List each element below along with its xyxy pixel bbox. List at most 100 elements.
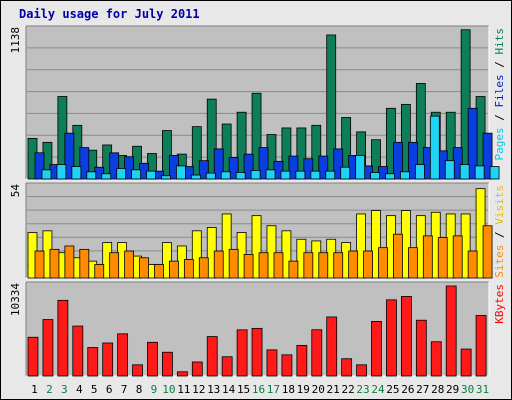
bar-sites: [363, 250, 373, 279]
bar-sites: [407, 247, 418, 279]
bar-visits: [221, 213, 232, 279]
bar-pages: [280, 170, 291, 180]
bar-files: [467, 107, 478, 180]
bar-pages: [41, 169, 52, 180]
x-tick-label: 13: [207, 383, 220, 396]
bar-sites: [467, 250, 478, 279]
bar-pages: [340, 166, 351, 180]
bar-kbytes: [296, 344, 308, 377]
bar-sites: [124, 250, 135, 279]
bar-kbytes: [475, 314, 487, 377]
bar-kbytes: [206, 336, 218, 377]
bar-pages: [56, 164, 67, 180]
x-tick-label: 17: [267, 383, 280, 396]
right-legend-label: Pages / Files / Hits: [493, 28, 506, 161]
x-tick-label: 26: [401, 383, 414, 396]
bar-kbytes: [460, 348, 472, 377]
right-legend-label: KBytes: [493, 284, 506, 324]
x-tick-label: 19: [297, 383, 310, 396]
bar-visits: [162, 242, 172, 279]
bar-pages: [295, 170, 306, 180]
panel-3: 10334 KBytes: [9, 281, 506, 377]
bar-kbytes: [371, 321, 382, 377]
bar-visits: [191, 230, 202, 279]
bar-pages: [146, 170, 156, 180]
right-legend-label: Sites / Visits: [493, 185, 506, 278]
bar-files: [393, 141, 403, 180]
bar-sites: [198, 257, 209, 279]
bar-sites: [34, 250, 45, 279]
bar-sites: [139, 257, 149, 279]
bar-pages: [161, 175, 171, 180]
legend-sites: Sites: [493, 245, 506, 278]
x-tick-label: 23: [356, 383, 369, 396]
bar-kbytes: [400, 296, 412, 377]
bar-sites: [154, 264, 164, 279]
bar-kbytes: [415, 319, 427, 377]
bar-visits: [251, 215, 262, 279]
bar-kbytes: [326, 316, 338, 377]
x-tick-label: 31: [476, 383, 489, 396]
bar-files: [482, 132, 493, 180]
bar-sites: [183, 259, 194, 279]
x-tick-label: 30: [461, 383, 474, 396]
bar-kbytes: [42, 319, 54, 377]
x-tick-label: 2: [46, 383, 53, 396]
bar-sites: [169, 260, 179, 279]
x-tick-label: 24: [371, 383, 385, 396]
legend-files: Files: [493, 74, 506, 107]
x-tick-label: 10: [162, 383, 175, 396]
x-tick-label: 3: [61, 383, 68, 396]
legend-separator: /: [493, 225, 506, 245]
bar-pages: [370, 172, 380, 180]
x-tick-label: 15: [237, 383, 250, 396]
x-tick-label: 6: [106, 383, 113, 396]
bar-kbytes: [176, 371, 188, 377]
bar-pages: [414, 164, 425, 180]
bar-sites: [303, 252, 314, 279]
bar-sites: [213, 250, 224, 279]
bar-kbytes: [236, 329, 248, 377]
bar-files: [198, 160, 209, 180]
bar-sites: [94, 264, 105, 279]
bar-files: [318, 155, 329, 180]
bar-kbytes: [132, 364, 143, 377]
bar-files: [333, 148, 344, 180]
bar-files: [109, 152, 120, 180]
bar-pages: [385, 173, 395, 180]
legend-separator: /: [493, 108, 506, 128]
bar-pages: [355, 155, 366, 180]
bar-sites: [333, 252, 344, 279]
bar-files: [213, 148, 224, 180]
bar-pages: [235, 172, 246, 180]
bar-pages: [101, 173, 112, 180]
bar-sites: [318, 252, 329, 279]
bar-pages: [444, 160, 455, 180]
bar-kbytes: [445, 285, 457, 377]
bar-visits: [371, 210, 381, 279]
y-max-label: 1138: [9, 27, 22, 54]
bar-pages: [176, 165, 186, 180]
x-tick-label: 28: [431, 383, 444, 396]
x-tick-label: 21: [327, 383, 340, 396]
panel-1: 1138 Pages / Files / Hits: [9, 25, 506, 180]
bar-kbytes: [221, 356, 233, 377]
bar-pages: [474, 165, 485, 180]
x-tick-label: 12: [192, 383, 205, 396]
bar-kbytes: [117, 333, 129, 377]
bar-kbytes: [386, 299, 397, 377]
bar-sites: [348, 250, 359, 279]
bar-sites: [393, 233, 403, 279]
bar-kbytes: [162, 351, 173, 377]
bar-pages: [116, 168, 127, 180]
x-tick-label: 1: [31, 383, 38, 396]
bar-pages: [71, 166, 82, 180]
bar-pages: [310, 170, 321, 180]
x-tick-label: 29: [446, 383, 459, 396]
bar-files: [288, 155, 299, 180]
legend-pages: Pages: [493, 127, 506, 160]
bar-kbytes: [102, 342, 114, 377]
bar-sites: [452, 235, 463, 279]
x-tick-label: 16: [252, 383, 265, 396]
